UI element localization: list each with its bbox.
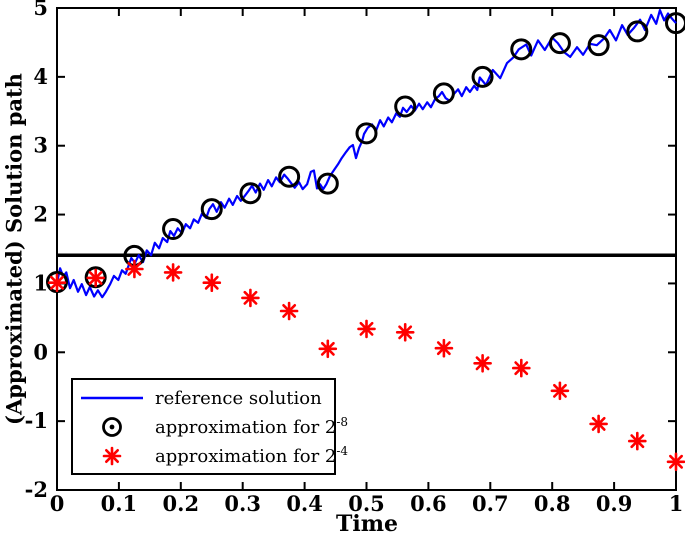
asterisk-arm [88,270,103,285]
x-tick-label: 0.6 [410,491,447,516]
asterisk-arm [359,321,374,336]
circle-marker [665,12,685,35]
y-tick-label: 0 [33,339,48,364]
asterisk-marker [473,353,492,373]
legend-label-sup: -8 [336,415,349,429]
asterisk-arm [475,356,490,371]
asterisk-arm [204,275,219,290]
asterisk-marker [318,339,338,359]
asterisk-marker [163,263,183,282]
circle-marker [626,20,649,43]
x-tick-label: 0.1 [101,491,138,516]
legend-label-text: approximation for 2 [155,417,337,438]
circle-marker [587,34,610,57]
legend-entry-approx-2-4: approximation for 2-4 [73,441,348,470]
legend-label-reference: reference solution [155,386,322,409]
x-tick-label: 0.2 [163,491,200,516]
x-tick-label: 0 [50,491,65,516]
asterisk-arm [398,325,413,340]
legend-asterisk-sample [73,445,151,467]
legend-label-approx-2-4: approximation for 2-4 [155,444,348,467]
asterisk-arm [243,290,258,305]
asterisk-marker [395,322,415,342]
asterisk-marker [357,319,376,339]
circle-marker [239,182,262,205]
circle-marker [162,218,185,241]
asterisk-marker [434,338,454,358]
y-tick-label: -1 [25,408,48,433]
asterisk-arm [514,361,529,376]
asterisk-marker [627,431,647,451]
circle-marker [548,32,571,55]
circle-marker [200,198,223,221]
asterisk-marker [202,273,222,293]
asterisk-arm [320,341,335,356]
asterisk-marker [47,273,67,293]
blue-line-icon [81,396,143,399]
asterisk-marker [666,452,685,472]
asterisk-marker [550,381,570,401]
y-tick-label: 2 [33,202,48,227]
asterisk-marker [589,414,608,434]
circle-marker [355,122,378,145]
circle-marker [394,95,417,118]
x-tick-label: 0.3 [224,491,261,516]
y-tick-label: 3 [33,133,48,158]
x-tick-label: 0.5 [348,491,385,516]
x-axis-label: Time [335,511,399,537]
x-tick-label: 1 [669,491,684,516]
asterisk-arm [282,303,297,318]
legend-label-sup: -4 [336,444,349,458]
y-tick-label: 1 [33,270,48,295]
asterisk-marker [86,268,105,288]
asterisk-arm [668,454,684,469]
asterisk-arm [49,275,65,290]
x-tick-label: 0.9 [596,491,633,516]
asterisk-arm [436,341,451,356]
asterisk-arm [630,434,645,449]
circle-marker-icon [102,416,122,437]
y-tick-label: 4 [33,64,48,89]
asterisk-arm [591,416,606,431]
asterisk-marker [241,288,260,308]
y-axis-label: (Approximated) Solution path [1,73,27,425]
asterisk-arm [127,261,142,276]
legend-label-text: approximation for 2 [155,446,337,467]
y-tick-label: 5 [33,0,48,20]
legend-circle-sample [73,414,151,440]
x-tick-label: 0.7 [472,491,509,516]
asterisk-marker [511,358,531,378]
legend-entry-reference: reference solution [73,383,334,412]
y-tick-label: -2 [25,477,48,502]
legend-entry-approx-2-8: approximation for 2-8 [73,412,348,441]
circle-marker [316,172,339,195]
x-tick-label: 0.4 [286,491,323,516]
legend: reference solution approximation for 2-8 [71,378,348,475]
circle-marker [510,38,533,61]
asterisk-arm [166,265,180,280]
asterisk-marker [279,301,299,321]
asterisk-marker [125,259,144,279]
legend-line-sample [73,394,151,402]
circle-marker [471,65,494,88]
asterisk-marker-icon [102,446,122,465]
legend-label-approx-2-8: approximation for 2-8 [155,415,348,438]
asterisk-arm [552,383,567,398]
reference-solution-path [55,9,677,299]
legend-label-text: reference solution [155,388,322,409]
circle-marker [278,165,301,188]
circle-marker [432,82,455,105]
x-tick-label: 0.8 [534,491,571,516]
